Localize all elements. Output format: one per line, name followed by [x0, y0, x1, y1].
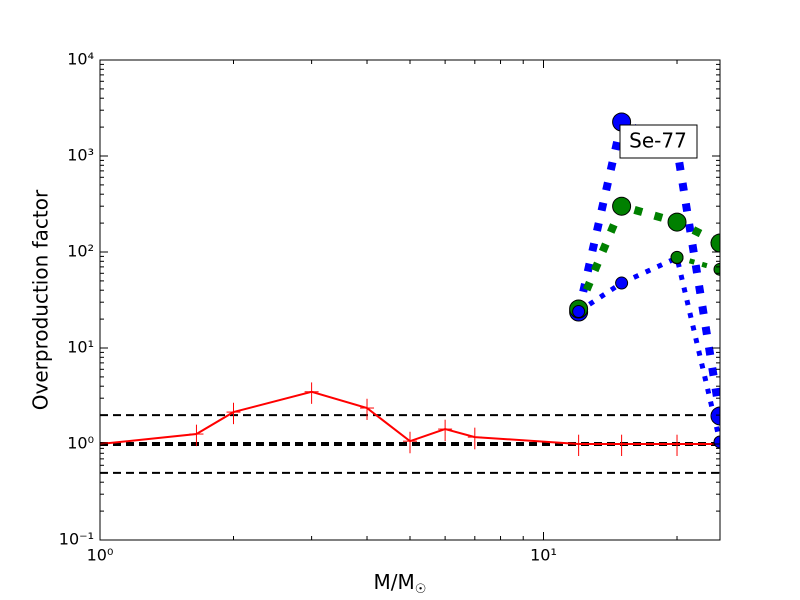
y-tick-label: 10⁻¹ — [59, 530, 94, 549]
marker — [670, 250, 684, 264]
y-tick-label: 10⁰ — [67, 434, 94, 453]
x-label-main: M/M — [374, 570, 415, 594]
y-tick-label: 10⁴ — [67, 50, 94, 69]
y-tick-label: 10¹ — [67, 338, 94, 357]
annotation-text: Se-77 — [629, 129, 687, 153]
series-line — [574, 201, 720, 311]
marker — [572, 304, 586, 318]
y-axis-label: Overproduction factor — [29, 189, 53, 410]
marker — [667, 212, 687, 232]
x-tick-label: 10¹ — [530, 546, 557, 565]
x-axis-label: M/M☉ — [374, 570, 427, 597]
x-label-sub: ☉ — [415, 582, 427, 597]
x-tick-label: 10⁰ — [87, 546, 114, 565]
marker — [615, 276, 629, 290]
series-line — [100, 390, 720, 445]
marker — [713, 435, 720, 449]
series-line — [577, 254, 720, 443]
marker — [710, 233, 720, 253]
marker — [713, 262, 720, 276]
annotation-box — [619, 124, 698, 159]
y-tick-label: 10² — [67, 242, 94, 261]
annotation: Se-77 — [619, 124, 698, 159]
marker — [612, 196, 632, 216]
y-tick-label: 10³ — [67, 146, 94, 165]
